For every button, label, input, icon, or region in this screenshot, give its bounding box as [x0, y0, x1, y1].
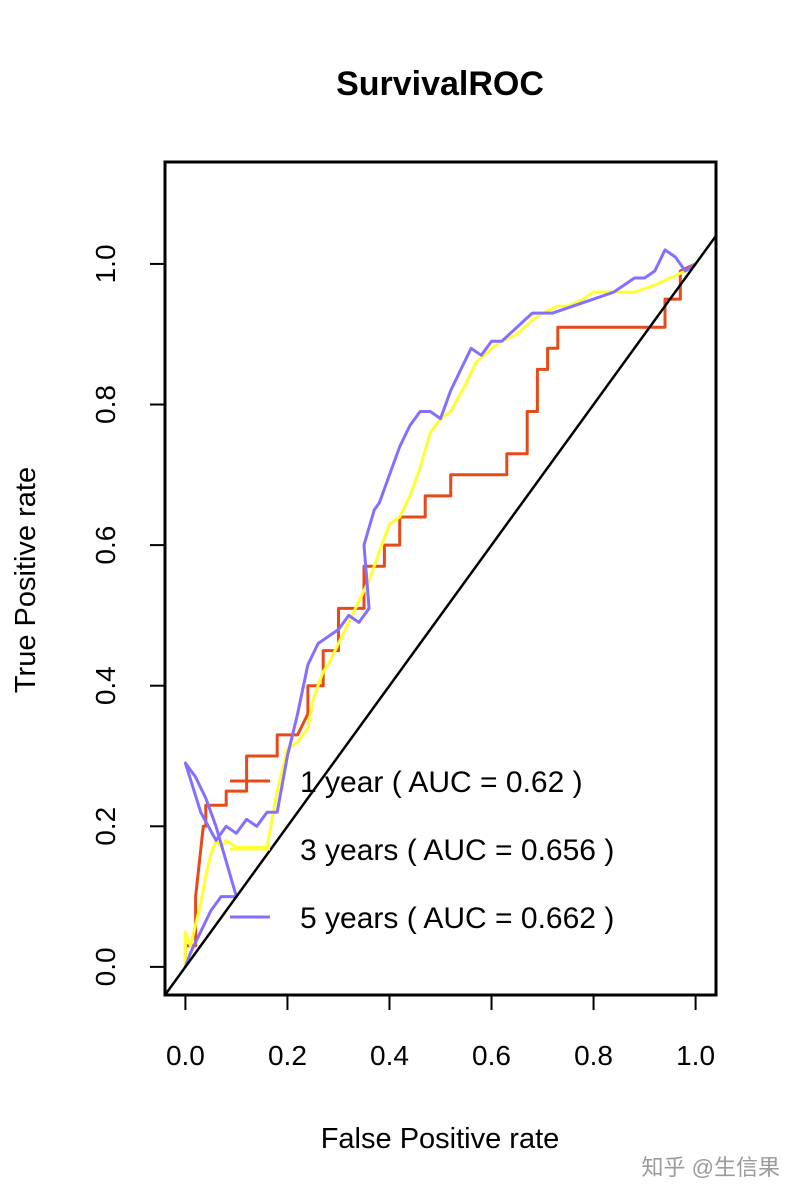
legend-label-series-1: 1 year ( AUC = 0.62 ) — [300, 766, 583, 799]
roc-curve-series-3 — [183, 248, 697, 968]
y-axis-label: True Positive rate — [10, 467, 42, 693]
x-tick-label: 1.0 — [676, 1040, 715, 1071]
x-tick-label: 0.4 — [370, 1040, 409, 1071]
legend-label-series-3: 5 years ( AUC = 0.662 ) — [300, 902, 614, 935]
x-tick-label: 0.2 — [268, 1040, 307, 1071]
y-tick-label: 0.6 — [90, 526, 121, 565]
x-axis-label: False Positive rate — [321, 1123, 560, 1155]
watermark: 知乎 @生信果 — [642, 1155, 780, 1180]
diagonal-reference-line — [163, 235, 718, 996]
y-tick-label: 1.0 — [90, 244, 121, 283]
roc-curve-series-1 — [183, 262, 697, 967]
y-tick-label: 0.4 — [90, 666, 121, 705]
chart-title: SurvivalROC — [336, 65, 544, 103]
plot-frame — [163, 160, 718, 997]
x-tick-label: 0.6 — [472, 1040, 511, 1071]
y-tick-label: 0.8 — [90, 385, 121, 424]
y-tick-label: 0.0 — [90, 947, 121, 986]
x-tick-label: 0.0 — [166, 1040, 205, 1071]
x-tick-label: 0.8 — [574, 1040, 613, 1071]
legend-label-series-2: 3 years ( AUC = 0.656 ) — [300, 834, 614, 867]
y-tick-label: 0.2 — [90, 807, 121, 846]
